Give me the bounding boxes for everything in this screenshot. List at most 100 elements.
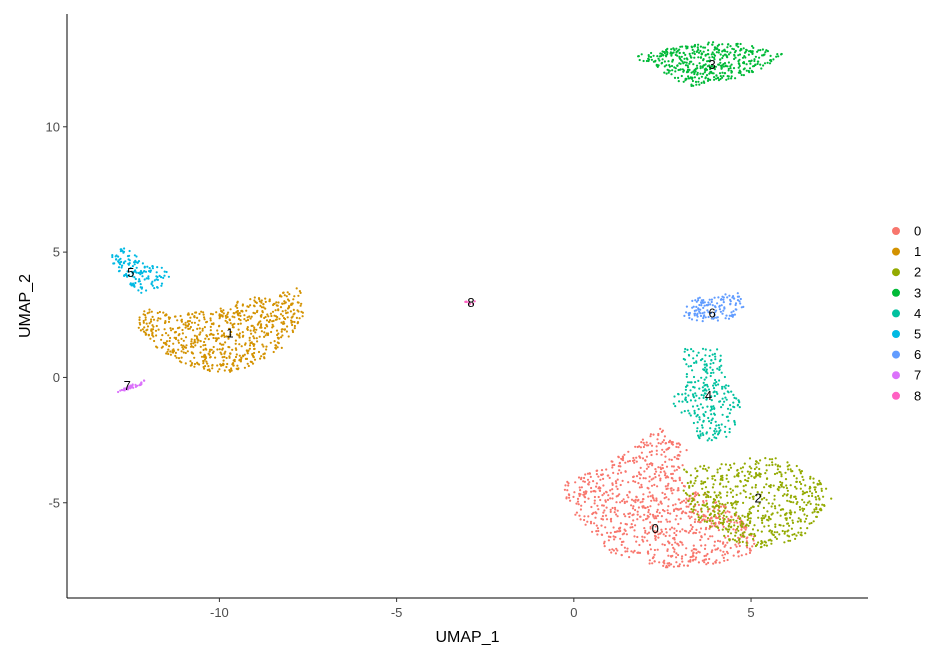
- point: [694, 479, 697, 482]
- point: [699, 314, 703, 317]
- point: [694, 299, 697, 302]
- point: [180, 344, 183, 347]
- point: [698, 494, 701, 497]
- point: [747, 69, 750, 73]
- point: [715, 504, 718, 507]
- point: [725, 384, 728, 387]
- point: [198, 327, 201, 330]
- point: [151, 280, 154, 283]
- point: [614, 508, 617, 511]
- point: [689, 556, 692, 559]
- point: [697, 379, 700, 382]
- point: [667, 447, 670, 450]
- point: [219, 351, 222, 354]
- point: [684, 553, 687, 557]
- point: [638, 477, 642, 480]
- point: [691, 299, 694, 302]
- point: [667, 498, 670, 501]
- point: [632, 505, 635, 508]
- point: [714, 479, 717, 482]
- point: [204, 355, 207, 358]
- point: [568, 493, 571, 497]
- point: [135, 255, 138, 258]
- point: [237, 317, 241, 321]
- point: [714, 306, 717, 309]
- point: [634, 508, 637, 512]
- point: [724, 425, 727, 428]
- point: [672, 465, 675, 468]
- point: [174, 336, 178, 339]
- point: [727, 43, 730, 46]
- point: [728, 538, 731, 541]
- point: [261, 343, 264, 346]
- point: [712, 361, 715, 365]
- point: [224, 319, 227, 322]
- point: [720, 364, 723, 367]
- point: [691, 77, 694, 80]
- point: [290, 319, 293, 322]
- point: [737, 66, 740, 69]
- point: [795, 502, 798, 505]
- cluster-label-2: 2: [754, 491, 761, 506]
- point: [216, 370, 220, 373]
- point: [677, 68, 680, 72]
- point: [719, 310, 723, 313]
- point: [713, 491, 716, 494]
- point: [145, 322, 148, 325]
- point: [723, 385, 726, 388]
- point: [228, 319, 231, 322]
- point: [790, 494, 793, 497]
- point: [684, 45, 688, 48]
- point: [765, 483, 768, 486]
- point: [730, 504, 734, 507]
- point: [693, 45, 697, 48]
- point: [277, 301, 280, 304]
- point: [693, 411, 696, 415]
- point: [670, 472, 673, 476]
- point: [225, 365, 228, 369]
- point: [707, 537, 710, 541]
- point: [689, 474, 693, 477]
- y-tick-label: 0: [53, 370, 60, 385]
- point: [634, 498, 637, 501]
- point: [667, 71, 670, 74]
- point: [638, 486, 642, 489]
- point: [818, 479, 821, 482]
- point: [155, 334, 158, 337]
- point: [686, 381, 690, 384]
- point: [710, 408, 714, 411]
- point: [695, 50, 699, 54]
- point: [668, 564, 671, 567]
- point: [795, 477, 798, 480]
- point: [676, 542, 679, 545]
- point: [131, 275, 134, 278]
- point: [690, 71, 693, 74]
- point: [286, 325, 289, 328]
- point: [719, 467, 722, 470]
- point: [137, 280, 140, 283]
- point: [219, 307, 222, 310]
- point: [737, 555, 740, 558]
- point: [649, 513, 652, 516]
- point: [723, 307, 726, 310]
- point: [713, 316, 716, 319]
- point: [712, 405, 715, 408]
- point: [671, 69, 674, 72]
- point: [798, 480, 802, 484]
- point: [598, 489, 602, 492]
- point: [695, 64, 699, 67]
- point: [693, 409, 696, 412]
- point: [621, 479, 624, 482]
- point: [247, 364, 250, 368]
- point: [681, 464, 684, 467]
- point: [809, 475, 812, 478]
- point: [696, 427, 699, 430]
- point: [702, 493, 705, 496]
- point: [579, 508, 583, 511]
- point: [139, 323, 142, 326]
- point: [693, 69, 696, 72]
- point: [290, 302, 293, 305]
- point: [246, 362, 249, 365]
- point: [282, 316, 286, 320]
- point: [590, 505, 593, 509]
